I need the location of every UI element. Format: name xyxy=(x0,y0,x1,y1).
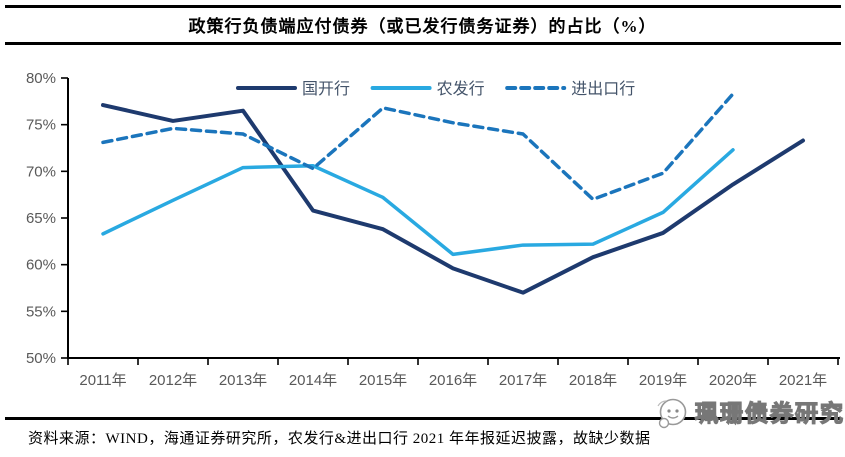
watermark: 珮珊债券研究 xyxy=(654,396,845,432)
y-axis-label: 80% xyxy=(26,70,56,87)
x-axis-label: 2015年 xyxy=(359,372,407,389)
series-line-exim xyxy=(101,92,735,202)
whale-face-logo-icon xyxy=(657,398,687,429)
series-line-adbc xyxy=(101,148,735,257)
x-axis-label: 2016年 xyxy=(429,372,477,389)
chart-area: 50% 55% 60% 65% 70% 75% 80% 2011年 2012年 2013年 2014… xyxy=(0,56,845,404)
x-axis-label: 2011年 xyxy=(79,372,126,389)
x-axis-label: 2018年 xyxy=(569,372,617,389)
x-axis-label: 2019年 xyxy=(639,372,687,389)
y-axis-label: 50% xyxy=(26,350,56,367)
x-axis-label: 2013年 xyxy=(219,372,267,389)
x-axis-label: 2020年 xyxy=(709,372,757,389)
source-note: 资料来源：WIND，海通证券研究所，农发行&进出口行 2021 年年报延迟披露，… xyxy=(28,431,651,447)
title-underline-rule xyxy=(5,42,841,45)
y-axis-label: 70% xyxy=(26,163,56,180)
y-axis-label: 65% xyxy=(26,210,56,227)
x-axis-label: 2021年 xyxy=(779,372,827,389)
x-axis-label: 2014年 xyxy=(289,372,337,389)
y-axis-label: 60% xyxy=(26,257,56,274)
watermark-text: 珮珊债券研究 xyxy=(694,400,845,426)
x-axis-label: 2017年 xyxy=(499,372,547,389)
legend-label-adbc: 农发行 xyxy=(437,80,485,98)
y-axis-label: 75% xyxy=(26,117,56,134)
bottom-rule xyxy=(5,417,841,420)
legend-label-cdb: 国开行 xyxy=(302,80,350,98)
legend-label-exim: 进出口行 xyxy=(571,80,635,98)
series-line-cdb xyxy=(101,103,805,295)
line-chart: 50% 55% 60% 65% 70% 75% 80% 2011年 2012年 2013年 2014… xyxy=(26,70,840,389)
top-rule xyxy=(5,5,841,8)
chart-title: 政策行负债端应付债券（或已发行债务证券）的占比（%） xyxy=(188,17,657,36)
x-axis-label: 2012年 xyxy=(149,372,197,389)
y-axis-label: 55% xyxy=(26,303,56,320)
